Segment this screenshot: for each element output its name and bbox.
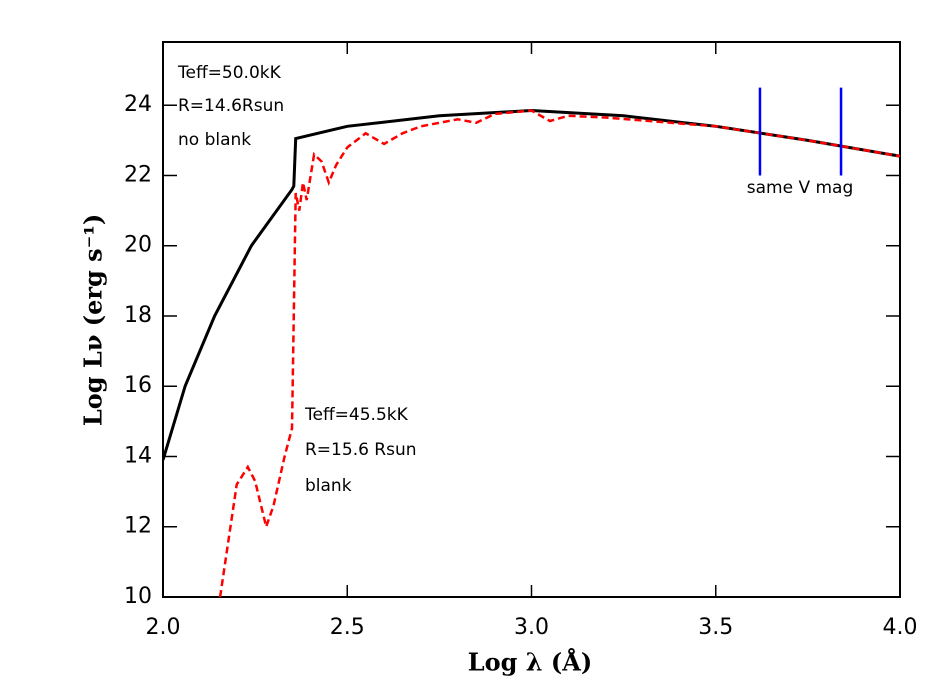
x-tick-label: 2.5	[330, 615, 365, 640]
annotation: Teff=45.5kK	[304, 405, 409, 425]
y-tick-label: 22	[124, 162, 152, 187]
x-tick-label: 3.5	[698, 615, 733, 640]
annotation: R=15.6 Rsun	[305, 440, 417, 460]
x-axis-label: Log λ (Å)	[468, 648, 593, 677]
y-tick-label: 12	[124, 514, 152, 539]
series-line	[163, 108, 900, 461]
annotation: blank	[305, 476, 352, 496]
y-tick-label: 10	[124, 584, 152, 609]
annotation: no blank	[178, 130, 251, 150]
y-tick-label: 24	[124, 92, 152, 117]
x-tick-label: 3.0	[514, 615, 549, 640]
series-line	[218, 109, 900, 597]
annotation: R=14.6Rsun	[178, 96, 284, 116]
y-tick-label: 20	[124, 233, 152, 258]
y-tick-label: 18	[124, 303, 152, 328]
y-axis-label: Log Lν (erg s⁻¹)	[79, 214, 108, 426]
x-tick-label: 2.0	[146, 615, 181, 640]
annotation: Teff=50.0kK	[177, 63, 282, 83]
y-tick-label: 14	[124, 443, 152, 468]
plot-frame	[162, 41, 901, 598]
annotation: same V mag	[747, 178, 854, 198]
plot-area	[163, 108, 900, 597]
y-tick-label: 16	[124, 373, 152, 398]
x-tick-label: 4.0	[883, 615, 918, 640]
